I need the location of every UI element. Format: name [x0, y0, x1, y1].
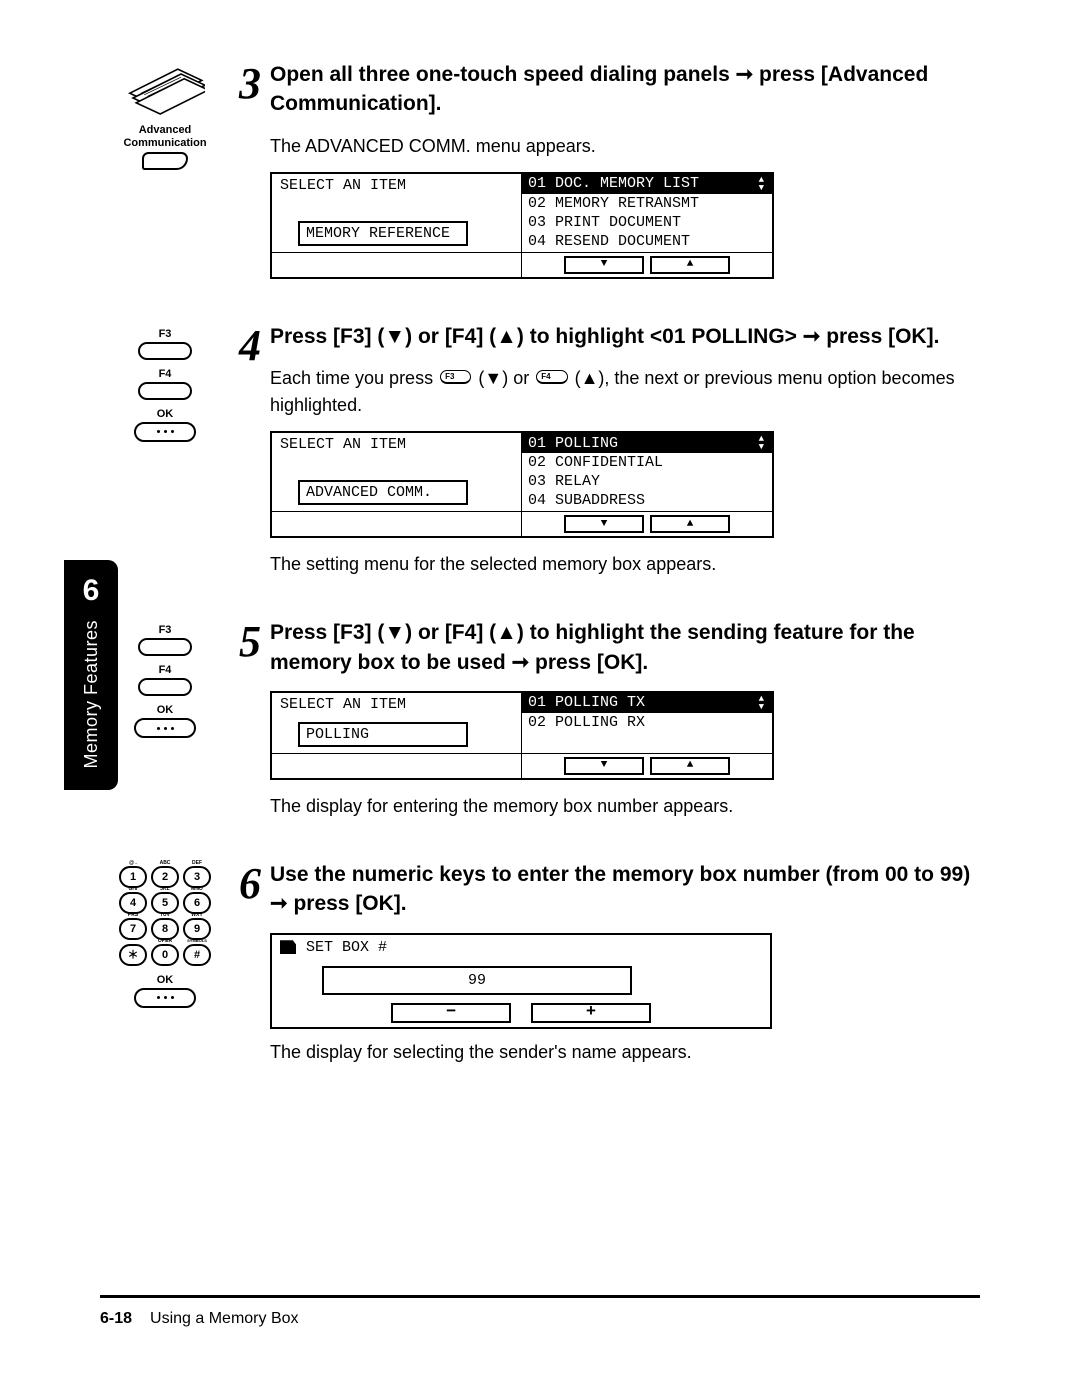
f3-label: F3: [134, 624, 196, 636]
f4-pill: [138, 678, 192, 696]
numeric-keypad-icon: @ .1 ABC2 DEF3 GHI4 JKL5 MNO6 PRS7 TUV8 …: [119, 866, 211, 966]
step-5-after: The display for entering the memory box …: [270, 793, 980, 820]
step-3-title: Open all three one-touch speed dialing p…: [270, 60, 980, 119]
f4-pill: [138, 382, 192, 400]
f4-label: F4: [134, 664, 196, 676]
lcd-left-box: MEMORY REFERENCE: [298, 221, 468, 246]
footer-page-num: 6-18: [100, 1310, 132, 1328]
step-number-3: 3: [230, 60, 270, 104]
lcd-plus-btn: +: [531, 1003, 651, 1023]
lcd-row-1: 01 POLLING TX▲▼: [522, 693, 772, 713]
f3-pill: [138, 342, 192, 360]
lcd-row-1: 01 POLLING▲▼: [522, 433, 772, 453]
ok-label: OK: [157, 974, 174, 986]
adv-label-2: Communication: [123, 137, 206, 149]
doc-icon: [280, 940, 296, 954]
adv-label-1: Advanced: [139, 124, 192, 136]
step-number-6: 6: [230, 860, 270, 904]
lcd-single-header: SET BOX #: [272, 935, 770, 960]
step-4-lcd: SELECT AN ITEM ADVANCED COMM. 01 POLLING…: [270, 431, 774, 538]
step-4-title: Press [F3] (▼) or [F4] (▲) to highlight …: [270, 322, 980, 351]
lcd-left-box: POLLING: [298, 722, 468, 747]
ok-pill: [134, 988, 196, 1008]
lcd-row-2: 02 POLLING RX: [522, 713, 772, 732]
f3-label: F3: [134, 328, 196, 340]
lcd-row-3: 03 RELAY: [522, 472, 772, 491]
f3-f4-ok-icon: F3 F4 OK: [134, 624, 196, 738]
lcd-row-2: 02 MEMORY RETRANSMT: [522, 194, 772, 213]
lcd-input-value: 99: [322, 966, 632, 995]
lcd-down-btn: ▼: [564, 757, 644, 775]
inline-f3-pill: F3: [440, 370, 471, 384]
step-5-title: Press [F3] (▼) or [F4] (▲) to highlight …: [270, 618, 980, 677]
step-6-lcd: SET BOX # 99 − +: [270, 933, 772, 1029]
step-number-4: 4: [230, 322, 270, 366]
step-5: F3 F4 OK 5 Press [F3] (▼) or [F4] (▲) to…: [100, 618, 980, 820]
advanced-comm-icon: AdvancedCommunication: [123, 66, 206, 178]
adv-comm-pill: [142, 152, 188, 170]
lcd-row-2: 02 CONFIDENTIAL: [522, 453, 772, 472]
ok-pill: [134, 718, 196, 738]
lcd-row-4: 04 SUBADDRESS: [522, 491, 772, 510]
step-number-5: 5: [230, 618, 270, 662]
step-4-after: The setting menu for the selected memory…: [270, 551, 980, 578]
lcd-down-btn: ▼: [564, 256, 644, 274]
lcd-down-btn: ▼: [564, 515, 644, 533]
lcd-minus-btn: −: [391, 1003, 511, 1023]
page-footer: 6-18 Using a Memory Box: [100, 1295, 980, 1328]
f3-pill: [138, 638, 192, 656]
lcd-left-title: SELECT AN ITEM: [272, 174, 521, 197]
footer-title: Using a Memory Box: [150, 1310, 299, 1328]
step-3-desc: The ADVANCED COMM. menu appears.: [270, 133, 980, 160]
step-4-desc: Each time you press F3 (▼) or F4 (▲), th…: [270, 365, 980, 419]
lcd-row-4: 04 RESEND DOCUMENT: [522, 232, 772, 251]
ok-label: OK: [134, 408, 196, 420]
ok-label: OK: [134, 704, 196, 716]
f4-label: F4: [134, 368, 196, 380]
step-6-title: Use the numeric keys to enter the memory…: [270, 860, 980, 919]
step-3-lcd: SELECT AN ITEM MEMORY REFERENCE 01 DOC. …: [270, 172, 774, 279]
lcd-up-btn: ▲: [650, 515, 730, 533]
lcd-row-blank: [522, 732, 772, 751]
f3-f4-ok-icon: F3 F4 OK: [134, 328, 196, 442]
lcd-row-3: 03 PRINT DOCUMENT: [522, 213, 772, 232]
step-6: @ .1 ABC2 DEF3 GHI4 JKL5 MNO6 PRS7 TUV8 …: [100, 860, 980, 1066]
step-5-lcd: SELECT AN ITEM POLLING 01 POLLING TX▲▼ 0…: [270, 691, 774, 780]
lcd-row-1: 01 DOC. MEMORY LIST▲▼: [522, 174, 772, 194]
lcd-up-btn: ▲: [650, 757, 730, 775]
lcd-left-title: SELECT AN ITEM: [272, 433, 521, 456]
step-4: F3 F4 OK 4 Press [F3] (▼) or [F4] (▲) to…: [100, 322, 980, 578]
step-3: AdvancedCommunication 3 Open all three o…: [100, 60, 980, 282]
step-6-after: The display for selecting the sender's n…: [270, 1039, 980, 1066]
ok-pill: [134, 422, 196, 442]
inline-f4-pill: F4: [536, 370, 567, 384]
lcd-up-btn: ▲: [650, 256, 730, 274]
lcd-left-title: SELECT AN ITEM: [272, 693, 521, 716]
lcd-left-box: ADVANCED COMM.: [298, 480, 468, 505]
